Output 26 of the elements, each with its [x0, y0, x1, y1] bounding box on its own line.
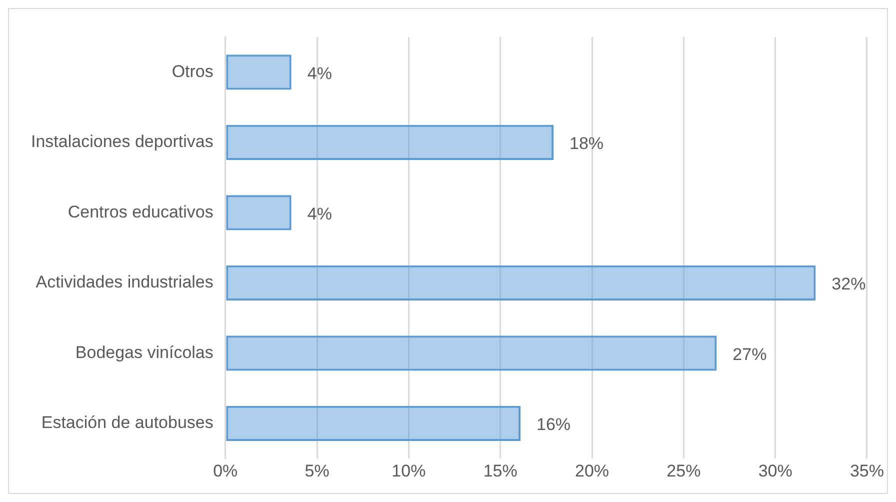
x-tick-label: 20%	[575, 461, 610, 480]
data-label: 16%	[536, 415, 571, 434]
bar	[226, 195, 292, 230]
x-tick-label: 10%	[392, 461, 426, 480]
y-tick-label: Actividades industriales	[36, 272, 214, 292]
bar	[226, 406, 521, 442]
y-tick-label: Otros	[172, 62, 214, 81]
bar	[226, 124, 554, 160]
x-tick-label: 35%	[850, 461, 884, 480]
bar	[226, 54, 292, 90]
data-label: 4%	[307, 64, 332, 83]
data-label: 4%	[307, 204, 332, 224]
x-tick-label: 0%	[213, 461, 238, 480]
y-tick-label: Instalaciones deportivas	[30, 132, 214, 152]
data-label: 32%	[832, 274, 866, 294]
data-label: 27%	[732, 344, 767, 364]
x-tick-label: 30%	[758, 461, 792, 480]
y-tick-label: Bodegas vinícolas	[75, 342, 214, 362]
x-tick-label: 25%	[666, 461, 701, 480]
data-label: 18%	[570, 134, 604, 154]
bar	[226, 265, 816, 300]
bar	[226, 336, 717, 371]
y-tick-label: Centros educativos	[68, 202, 214, 222]
x-tick-label: 15%	[483, 461, 518, 480]
x-tick-label: 5%	[304, 461, 330, 480]
y-tick-label: Estación de autobuses	[41, 413, 214, 432]
